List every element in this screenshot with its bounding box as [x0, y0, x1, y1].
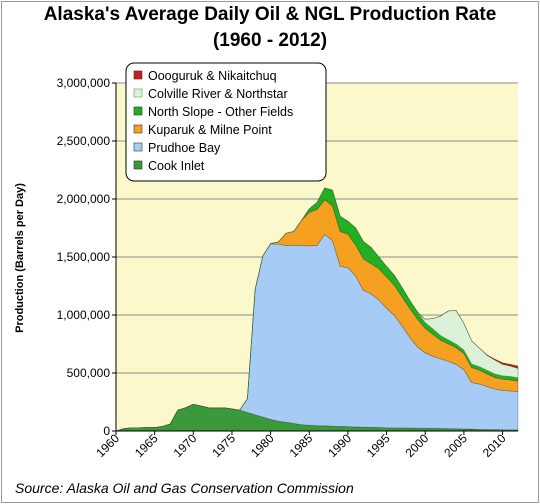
x-tick-label-0: 1960 — [93, 431, 122, 460]
y-tick-label-4: 2,000,000 — [57, 192, 111, 206]
x-tick-label-9: 2005 — [441, 431, 470, 460]
legend-box — [125, 62, 327, 182]
legend-label-prudhoe-bay: Prudhoe Bay — [148, 141, 221, 155]
chart-title: Alaska's Average Daily Oil & NGL Product… — [43, 4, 497, 25]
x-tick-label-2: 1970 — [171, 431, 200, 460]
legend-label-north-slope-other-fields: North Slope - Other Fields — [148, 105, 293, 119]
x-tick-label-1: 1965 — [132, 431, 161, 460]
area-oooguruk-nikaitchuq — [115, 187, 519, 432]
legend-label-kuparuk-milne-point: Kuparuk & Milne Point — [148, 123, 272, 137]
x-tick-label-6: 1990 — [325, 431, 354, 460]
x-tick-label-10: 2010 — [480, 431, 509, 460]
legend-swatch-oooguruk-nikaitchuq — [133, 70, 143, 80]
x-tick-label-7: 1995 — [364, 431, 393, 460]
legend-label-colville-river-northstar: Colville River & Northstar — [148, 87, 288, 101]
y-tick-label-2: 1,000,000 — [57, 308, 111, 322]
y-tick-label-3: 1,500,000 — [57, 250, 111, 264]
x-tick-label-8: 2000 — [403, 431, 432, 460]
legend-label-oooguruk-nikaitchuq: Oooguruk & Nikaitchuq — [148, 69, 277, 83]
y-tick-label-5: 2,500,000 — [57, 134, 111, 148]
y-tick-label-6: 3,000,000 — [57, 76, 111, 90]
x-tick-label-4: 1980 — [248, 431, 277, 460]
legend-swatch-kuparuk-milne-point — [133, 124, 143, 134]
legend-swatch-cook-inlet — [133, 160, 143, 170]
y-tick-label-0: 0 — [103, 424, 110, 438]
area-colville-river-northstar — [115, 187, 519, 432]
x-tick-label-3: 1975 — [209, 431, 238, 460]
legend-swatch-colville-river-northstar — [133, 88, 143, 98]
x-tick-label-5: 1985 — [287, 431, 316, 460]
legend-swatch-prudhoe-bay — [133, 142, 143, 152]
source-note: Source: Alaska Oil and Gas Conservation … — [15, 480, 354, 496]
legend-swatch-north-slope-other-fields — [133, 106, 143, 116]
legend-label-cook-inlet: Cook Inlet — [148, 159, 205, 173]
y-tick-label-1: 500,000 — [67, 366, 111, 380]
chart-subtitle: (1960 - 2012) — [212, 30, 328, 51]
